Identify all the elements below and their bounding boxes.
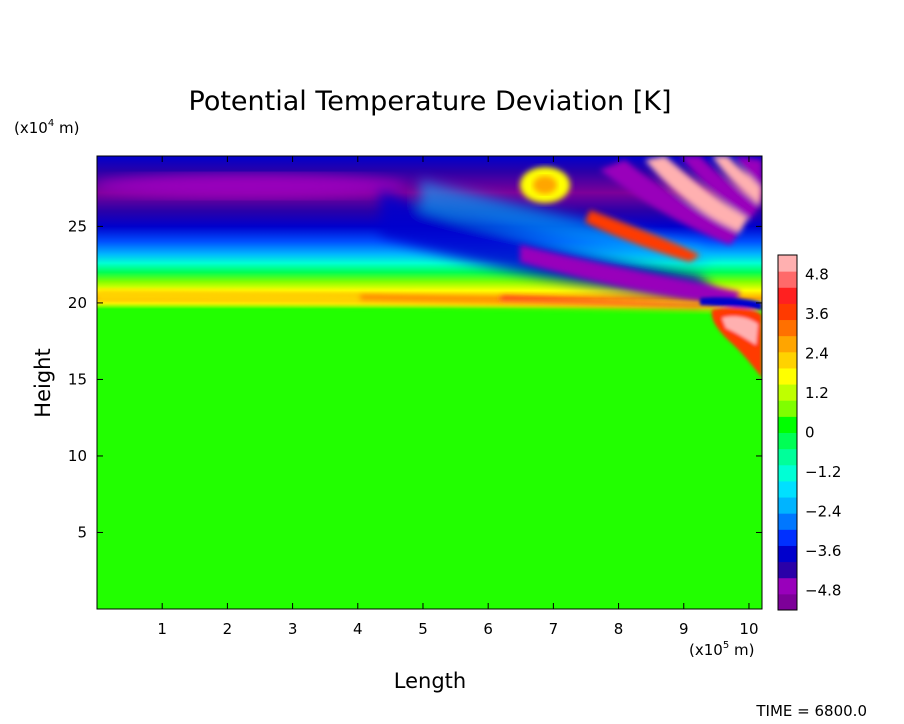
colorbar-swatch: [778, 593, 797, 611]
chart-title: Potential Temperature Deviation [K]: [189, 86, 672, 117]
colorbar-swatch: [778, 351, 797, 369]
colorbar-swatch: [778, 577, 797, 595]
colorbar-tick-label: −2.4: [805, 502, 841, 520]
colorbar-tick-label: 4.8: [805, 266, 829, 284]
x-tick-label: 7: [549, 620, 559, 638]
x-tick-label: 4: [353, 620, 363, 638]
y-tick-label: 5: [77, 523, 87, 541]
y-tick-label: 10: [68, 447, 87, 465]
colorbar-frame: [777, 254, 798, 611]
colorbar-swatch: [778, 497, 797, 514]
x-tick-label: 6: [483, 620, 493, 638]
colorbar-tick-label: 3.6: [805, 305, 829, 323]
plot-frame: [96, 155, 763, 610]
colorbar-swatch: [778, 416, 797, 433]
colorbar-swatch: [778, 464, 797, 482]
colorbar-tick-label: −3.6: [805, 542, 841, 560]
colorbar-swatch: [778, 319, 797, 337]
colorbar-swatch: [778, 303, 797, 321]
colorbar-tick-label: 0: [805, 424, 815, 442]
x-axis-unit: (x105 m): [689, 640, 754, 659]
y-tick-label: 15: [68, 370, 87, 388]
colorbar-swatch: [778, 335, 797, 353]
time-label: TIME = 6800.0: [755, 702, 867, 720]
colorbar: [778, 255, 797, 611]
colorbar-swatch: [778, 400, 797, 417]
y-tick-label: 25: [68, 217, 87, 235]
x-tick-label: 3: [288, 620, 298, 638]
heatmap-field: [97, 156, 762, 609]
colorbar-swatch: [778, 561, 797, 579]
y-axis-unit: (x104 m): [14, 118, 79, 137]
y-tick-label: 20: [68, 294, 87, 312]
x-axis: 1 2 3 4 5 6 7 8 9 10: [157, 156, 759, 638]
y-axis-label: Height: [31, 348, 55, 417]
colorbar-swatch: [778, 529, 797, 546]
colorbar-ticks: 4.8 3.6 2.4 1.2 0 −1.2 −2.4 −3.6 −4.8: [805, 266, 841, 600]
colorbar-swatch: [778, 367, 797, 385]
x-tick-label: 1: [157, 620, 167, 638]
x-axis-label: Length: [394, 669, 466, 693]
colorbar-swatch: [778, 271, 797, 288]
colorbar-swatch: [778, 480, 797, 498]
colorbar-swatch: [778, 255, 797, 272]
colorbar-tick-label: 2.4: [805, 345, 829, 363]
x-tick-label: 5: [418, 620, 428, 638]
colorbar-tick-label: −4.8: [805, 581, 841, 599]
colorbar-swatch: [778, 545, 797, 563]
colorbar-swatch: [778, 287, 797, 304]
colorbar-swatch: [778, 448, 797, 466]
x-tick-label: 2: [223, 620, 233, 638]
colorbar-swatch: [778, 432, 797, 450]
colorbar-swatch: [778, 513, 797, 530]
colorbar-tick-label: 1.2: [805, 384, 829, 402]
x-tick-label: 9: [679, 620, 689, 638]
x-tick-label: 10: [739, 620, 758, 638]
x-tick-label: 8: [614, 620, 624, 638]
y-axis: 5 10 15 20 25: [68, 217, 762, 541]
colorbar-swatch: [778, 384, 797, 401]
colorbar-tick-label: −1.2: [805, 463, 841, 481]
